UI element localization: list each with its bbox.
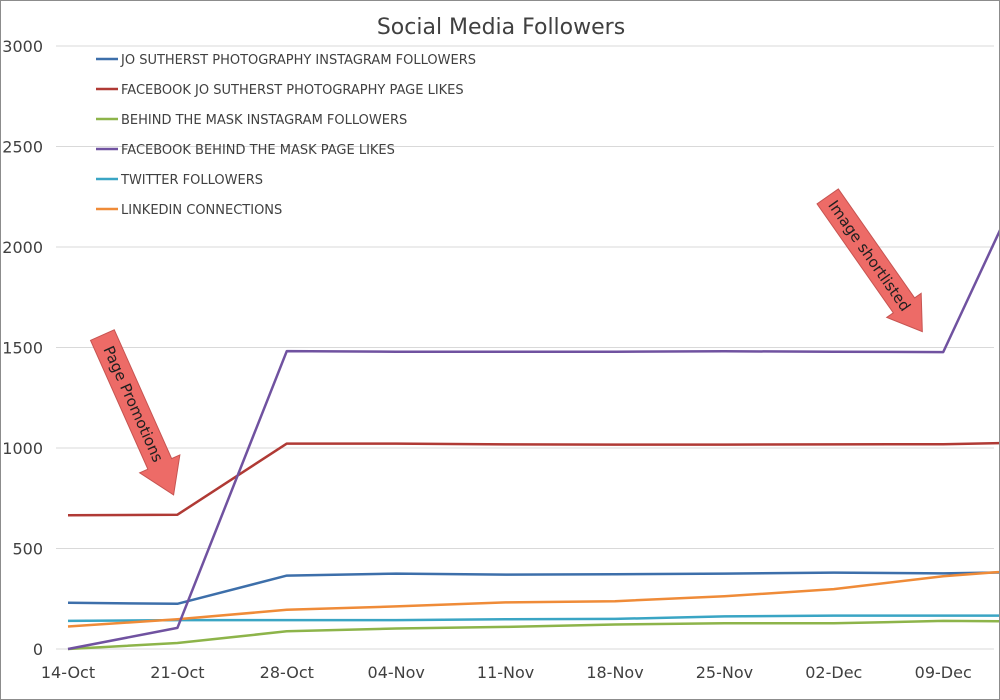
gridlines bbox=[56, 45, 994, 650]
y-axis-ticks: 0 500 1000 1500 2000 2500 3000 bbox=[2, 37, 43, 659]
y-tick-label: 1500 bbox=[2, 339, 43, 358]
series-line-0 bbox=[67, 571, 999, 606]
series-line-1 bbox=[67, 441, 999, 517]
x-tick-label: 14-Oct bbox=[41, 663, 95, 682]
series-line-2 bbox=[67, 619, 999, 651]
legend-label: BEHIND THE MASK INSTAGRAM FOLLOWERS bbox=[121, 113, 407, 128]
series-line-3 bbox=[67, 229, 999, 651]
x-tick-label: 18-Nov bbox=[586, 663, 643, 682]
series-line-4 bbox=[67, 614, 999, 623]
legend-label: LINKEDIN CONNECTIONS bbox=[121, 203, 282, 218]
y-tick-label: 500 bbox=[12, 540, 43, 559]
x-tick-label: 11-Nov bbox=[477, 663, 534, 682]
legend-label: FACEBOOK JO SUTHERST PHOTOGRAPHY PAGE LI… bbox=[121, 83, 464, 98]
series-line-5 bbox=[67, 570, 999, 628]
x-tick-label: 09-Dec bbox=[915, 663, 972, 682]
annotation-arrow-shape bbox=[816, 188, 923, 333]
legend-label: TWITTER FOLLOWERS bbox=[120, 173, 263, 188]
legend: JO SUTHERST PHOTOGRAPHY INSTAGRAM FOLLOW… bbox=[96, 53, 476, 218]
annotation-label: Image shortlisted bbox=[824, 197, 914, 315]
y-tick-label: 1000 bbox=[2, 439, 43, 458]
annotation-label: Page Promotions bbox=[99, 343, 166, 465]
x-tick-label: 25-Nov bbox=[696, 663, 753, 682]
x-tick-label: 28-Oct bbox=[260, 663, 314, 682]
x-tick-label: 02-Dec bbox=[805, 663, 862, 682]
chart-title: Social Media Followers bbox=[377, 15, 625, 40]
annotations: Page Promotions Image shortlisted bbox=[89, 188, 923, 496]
y-tick-label: 0 bbox=[33, 640, 43, 659]
legend-label: FACEBOOK BEHIND THE MASK PAGE LIKES bbox=[121, 143, 395, 158]
annotation-arrow-shape bbox=[89, 329, 181, 496]
y-tick-label: 3000 bbox=[2, 37, 43, 56]
series-lines bbox=[67, 229, 999, 651]
x-tick-label: 21-Oct bbox=[150, 663, 204, 682]
y-tick-label: 2500 bbox=[2, 138, 43, 157]
y-tick-label: 2000 bbox=[2, 238, 43, 257]
annotation-arrow: Image shortlisted bbox=[816, 188, 923, 333]
legend-label: JO SUTHERST PHOTOGRAPHY INSTAGRAM FOLLOW… bbox=[120, 53, 476, 68]
annotation-arrow: Page Promotions bbox=[89, 329, 181, 496]
x-tick-label: 04-Nov bbox=[368, 663, 425, 682]
x-axis-ticks: 14-Oct 21-Oct 28-Oct 04-Nov 11-Nov 18-Nov 25-N… bbox=[41, 663, 972, 682]
